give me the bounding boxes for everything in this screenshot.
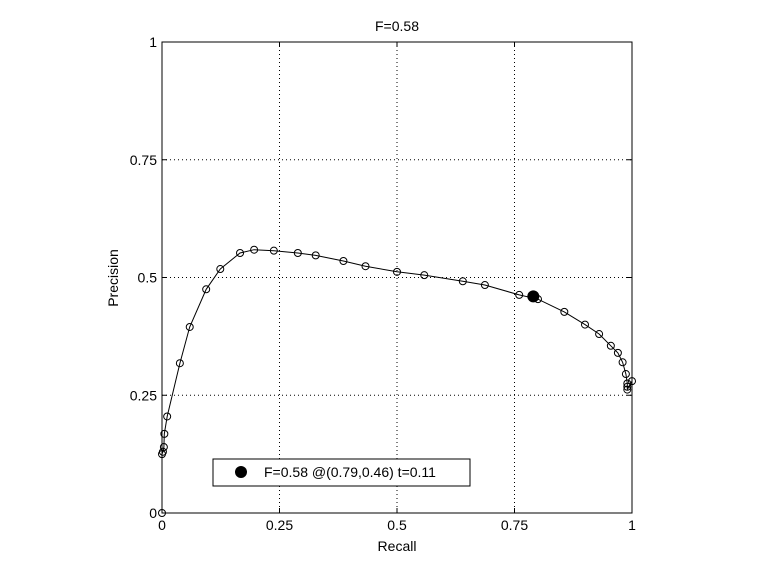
data-point — [480, 281, 489, 290]
data-point — [623, 379, 632, 388]
legend-marker — [235, 466, 247, 478]
data-point — [202, 285, 211, 294]
data-point — [163, 412, 172, 421]
x-tick-label: 1 — [628, 517, 636, 533]
data-point — [311, 251, 320, 260]
best-f-point — [527, 290, 540, 303]
data-point — [216, 265, 225, 274]
y-tick-label: 1 — [149, 34, 157, 50]
precision-recall-curve — [161, 249, 633, 513]
x-tick-label: 0.75 — [501, 517, 528, 533]
data-point — [618, 358, 627, 367]
data-point — [515, 290, 524, 299]
x-axis-label: Recall — [378, 538, 417, 554]
data-point — [581, 320, 589, 329]
data-point — [175, 359, 184, 368]
y-tick-label: 0 — [149, 505, 157, 521]
grid — [162, 42, 632, 513]
data-point — [236, 249, 245, 258]
data-point — [606, 341, 615, 350]
series-line — [161, 249, 633, 513]
y-tick-label: 0.25 — [130, 387, 157, 403]
data-point — [393, 267, 401, 276]
data-point — [269, 246, 278, 255]
y-tick-label: 0.75 — [130, 152, 157, 168]
data-point — [158, 447, 167, 456]
data-point — [185, 322, 194, 331]
data-point — [420, 271, 429, 280]
data-point — [159, 443, 168, 452]
axis-ticks: 0 0.25 0.5 0.75 1 0 0.25 0.5 0.75 1 — [130, 34, 636, 533]
plot-frame — [161, 41, 633, 514]
x-tick-label: 0 — [158, 517, 166, 533]
x-tick-label: 0.25 — [266, 517, 293, 533]
data-point — [160, 429, 169, 438]
data-point — [339, 257, 348, 266]
x-tick-label: 0.5 — [387, 517, 407, 533]
y-axis-label: Precision — [105, 249, 121, 307]
data-point — [361, 262, 370, 271]
data-point — [623, 382, 632, 391]
data-point — [595, 330, 604, 339]
chart-title: F=0.58 — [375, 18, 419, 34]
curve-markers — [158, 245, 636, 517]
data-point — [293, 249, 302, 258]
data-point — [623, 385, 632, 394]
data-point — [621, 370, 630, 379]
data-point — [560, 307, 569, 316]
y-tick-label: 0.5 — [138, 270, 158, 286]
legend-box — [212, 458, 471, 487]
data-point — [458, 277, 467, 286]
legend: F=0.58 @(0.79,0.46) t=0.11 — [212, 458, 471, 487]
data-point — [613, 348, 622, 357]
data-point — [250, 245, 259, 254]
legend-label: F=0.58 @(0.79,0.46) t=0.11 — [264, 464, 436, 480]
